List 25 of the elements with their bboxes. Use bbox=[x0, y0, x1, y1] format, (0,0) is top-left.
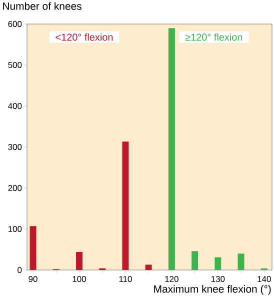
x-tick-label: 100 bbox=[72, 276, 86, 282]
bar bbox=[192, 251, 198, 270]
bar bbox=[238, 254, 244, 270]
x-axis-title: Maximum knee flexion (°) bbox=[154, 285, 271, 295]
bar bbox=[30, 226, 36, 270]
y-tick-label: 100 bbox=[8, 226, 22, 232]
bar bbox=[76, 252, 82, 270]
y-tick-label: 600 bbox=[8, 21, 22, 27]
bar bbox=[214, 257, 222, 270]
bar bbox=[168, 28, 175, 270]
series-label: ≥120° flexion bbox=[185, 33, 242, 41]
text: <120° flexion bbox=[56, 33, 113, 41]
x-tick-label: 90 bbox=[28, 276, 38, 282]
x-tick-label: 130 bbox=[211, 276, 225, 282]
y-tick-label: 400 bbox=[8, 103, 22, 109]
y-tick-label: 200 bbox=[8, 185, 22, 191]
bar bbox=[145, 264, 152, 270]
bar bbox=[122, 142, 129, 270]
x-tick-label: 120 bbox=[165, 276, 178, 282]
y-axis-title: Number of knees bbox=[3, 2, 82, 10]
y-tick-label: 500 bbox=[8, 62, 22, 68]
x-tick-label: 110 bbox=[119, 276, 132, 282]
x-tick-label: 140 bbox=[258, 276, 271, 282]
y-tick-label: 0 bbox=[18, 267, 22, 273]
y-tick-label: 300 bbox=[8, 144, 22, 150]
